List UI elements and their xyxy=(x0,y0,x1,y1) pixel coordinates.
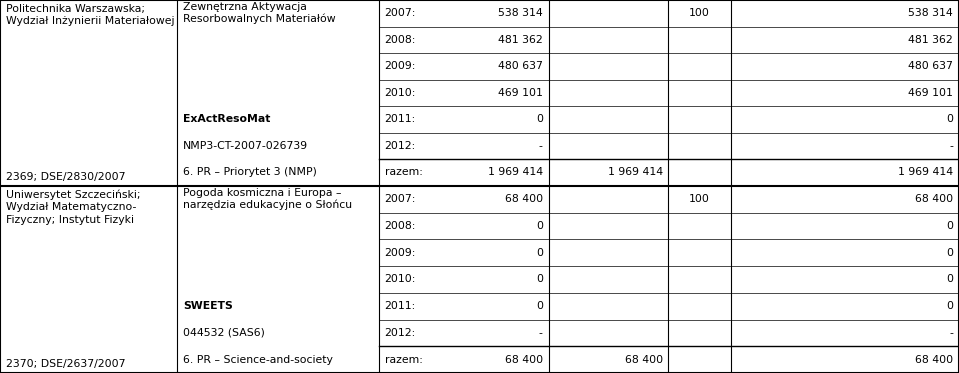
Text: 68 400: 68 400 xyxy=(504,355,543,365)
Text: 2007:: 2007: xyxy=(385,194,416,204)
Text: 0: 0 xyxy=(536,275,543,284)
Text: 2008:: 2008: xyxy=(385,221,416,231)
Text: 2011:: 2011: xyxy=(385,301,416,311)
Text: 100: 100 xyxy=(690,194,710,204)
Bar xyxy=(0,0,959,186)
Text: 481 362: 481 362 xyxy=(498,35,543,45)
Text: 2010:: 2010: xyxy=(385,88,416,98)
Text: 2012:: 2012: xyxy=(385,328,416,338)
Text: 2010:: 2010: xyxy=(385,275,416,284)
Text: 0: 0 xyxy=(947,115,953,125)
Text: 2008:: 2008: xyxy=(385,35,416,45)
Text: 0: 0 xyxy=(536,115,543,125)
Text: -: - xyxy=(539,328,543,338)
Text: 1 969 414: 1 969 414 xyxy=(899,167,953,178)
Text: 2012:: 2012: xyxy=(385,141,416,151)
Text: 68 400: 68 400 xyxy=(915,194,953,204)
Text: 469 101: 469 101 xyxy=(498,88,543,98)
Text: Uniwersytet Szczeciński;
Wydział Matematyczno-
Fizyczny; Instytut Fizyki: Uniwersytet Szczeciński; Wydział Matemat… xyxy=(6,189,140,225)
Text: 2009:: 2009: xyxy=(385,248,416,258)
Text: 2370; DSE/2637/2007: 2370; DSE/2637/2007 xyxy=(6,359,126,369)
Text: 1 969 414: 1 969 414 xyxy=(488,167,543,178)
Bar xyxy=(0,186,959,373)
Text: 2007:: 2007: xyxy=(385,8,416,18)
Text: 0: 0 xyxy=(947,248,953,258)
Text: ExActResoMat: ExActResoMat xyxy=(183,115,270,125)
Text: 0: 0 xyxy=(536,248,543,258)
Text: razem:: razem: xyxy=(385,167,422,178)
Text: 044532 (SAS6): 044532 (SAS6) xyxy=(183,328,265,338)
Text: 0: 0 xyxy=(947,221,953,231)
Text: 100: 100 xyxy=(690,8,710,18)
Text: -: - xyxy=(539,141,543,151)
Text: 6. PR – Priorytet 3 (NMP): 6. PR – Priorytet 3 (NMP) xyxy=(183,167,317,178)
Text: -: - xyxy=(949,328,953,338)
Text: 480 637: 480 637 xyxy=(498,61,543,71)
Text: 68 400: 68 400 xyxy=(915,355,953,365)
Text: 1 969 414: 1 969 414 xyxy=(608,167,663,178)
Text: 68 400: 68 400 xyxy=(504,194,543,204)
Text: 2369; DSE/2830/2007: 2369; DSE/2830/2007 xyxy=(6,172,126,182)
Text: Pogoda kosmiczna i Europa –
narzędzia edukacyjne o Słońcu: Pogoda kosmiczna i Europa – narzędzia ed… xyxy=(183,188,352,210)
Text: 2009:: 2009: xyxy=(385,61,416,71)
Text: SWEETS: SWEETS xyxy=(183,301,233,311)
Text: NMP3-CT-2007-026739: NMP3-CT-2007-026739 xyxy=(183,141,308,151)
Text: 2011:: 2011: xyxy=(385,115,416,125)
Text: 481 362: 481 362 xyxy=(908,35,953,45)
Text: Politechnika Warszawska;
Wydział Inżynierii Materiałowej: Politechnika Warszawska; Wydział Inżynie… xyxy=(6,4,175,26)
Text: 480 637: 480 637 xyxy=(908,61,953,71)
Text: 0: 0 xyxy=(947,275,953,284)
Text: 0: 0 xyxy=(947,301,953,311)
Text: 538 314: 538 314 xyxy=(908,8,953,18)
Text: 469 101: 469 101 xyxy=(908,88,953,98)
Text: 68 400: 68 400 xyxy=(624,355,663,365)
Text: 0: 0 xyxy=(536,301,543,311)
Text: 6. PR – Science-and-society: 6. PR – Science-and-society xyxy=(183,355,333,365)
Text: razem:: razem: xyxy=(385,355,422,365)
Text: 0: 0 xyxy=(536,221,543,231)
Text: Zewnętrzna Aktywacja
Resorbowalnych Materiałów: Zewnętrzna Aktywacja Resorbowalnych Mate… xyxy=(183,2,336,24)
Text: -: - xyxy=(949,141,953,151)
Text: 538 314: 538 314 xyxy=(498,8,543,18)
